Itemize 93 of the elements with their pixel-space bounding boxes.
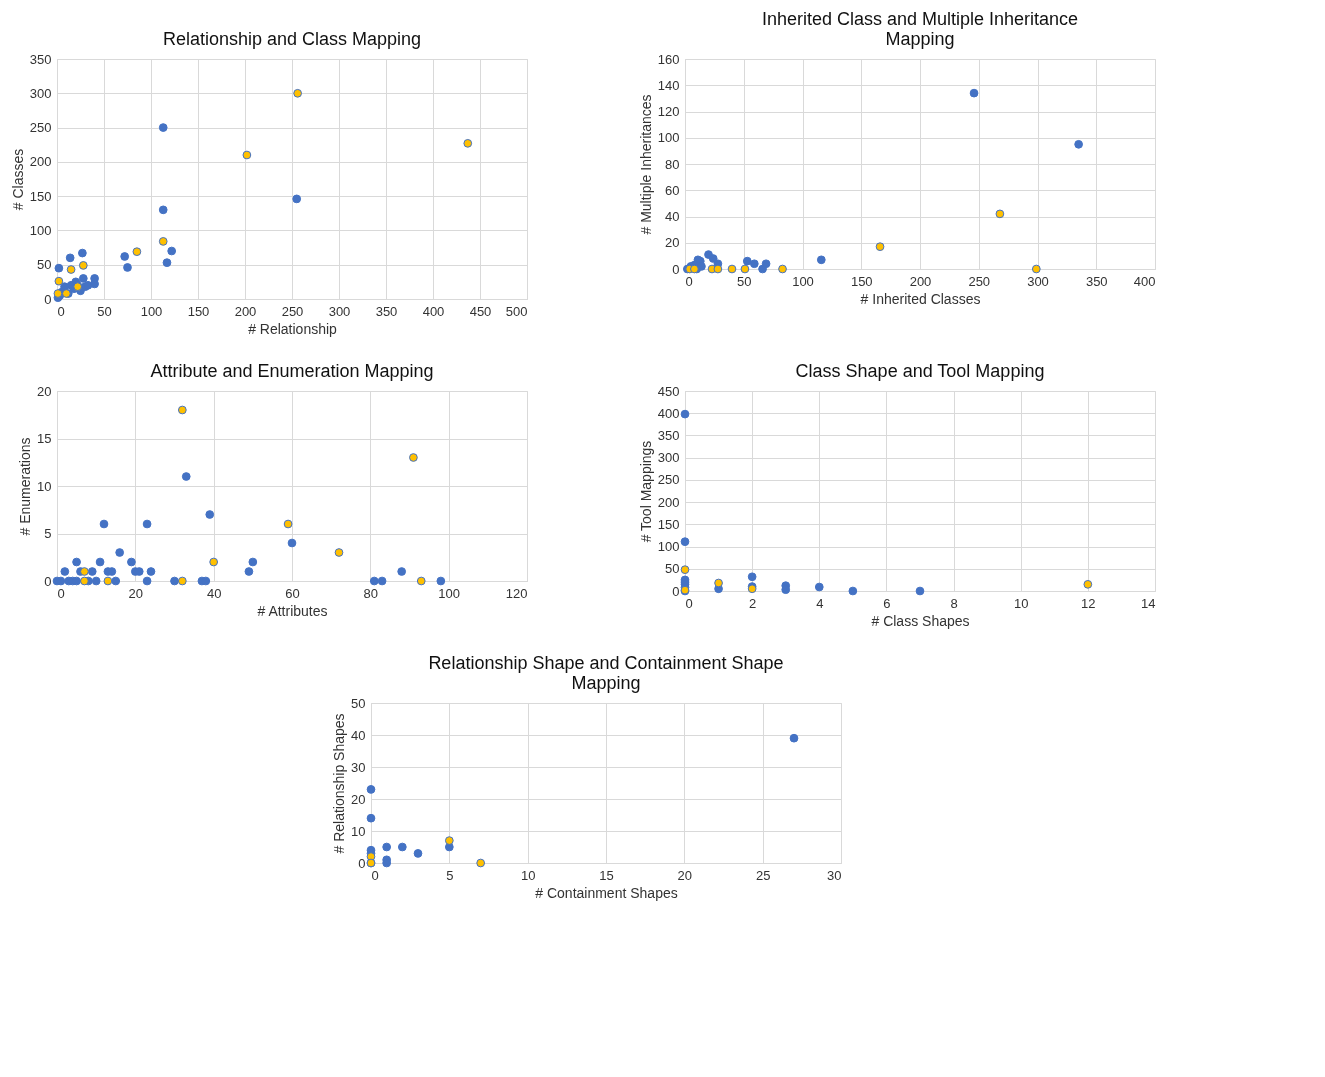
y-axis-title: # Tool Mappings xyxy=(637,440,654,543)
y-tick-label: 250 xyxy=(657,472,680,488)
x-tick-label: 450 xyxy=(469,303,492,319)
y-tick-label: 10 xyxy=(37,478,52,494)
x-tick-label: 25 xyxy=(755,867,771,883)
chart-title: Attribute and Enumeration Mapping xyxy=(150,361,434,381)
x-axis-title: # Containment Shapes xyxy=(535,884,678,901)
y-tick-label: 250 xyxy=(29,120,52,136)
y-tick-label: 350 xyxy=(657,427,680,443)
x-axis-title: # Attributes xyxy=(257,602,328,619)
x-tick-label: 500 xyxy=(505,303,528,319)
x-tick-label: 300 xyxy=(1027,273,1049,289)
x-tick-label: 2 xyxy=(749,595,757,611)
y-tick-label: 15 xyxy=(37,431,52,446)
chart-title: Class Shape and Tool Mapping xyxy=(795,361,1045,381)
x-tick-label: 150 xyxy=(187,303,210,319)
y-tick-label: 200 xyxy=(657,494,680,510)
y-tick-label: 60 xyxy=(665,182,680,198)
y-tick-label: 300 xyxy=(29,85,52,101)
y-tick-label: 450 xyxy=(657,383,680,399)
y-tick-label: 150 xyxy=(29,188,52,204)
y-tick-label: 20 xyxy=(351,791,366,807)
x-tick-label: 8 xyxy=(950,595,958,611)
x-tick-label: 14 xyxy=(1141,595,1156,611)
y-axis-title: # Multiple Inheritances xyxy=(637,94,654,235)
x-tick-label: 400 xyxy=(422,303,445,319)
y-tick-label: 20 xyxy=(665,235,680,251)
x-tick-label: 100 xyxy=(140,303,163,319)
x-tick-label: 100 xyxy=(792,273,814,289)
y-axis-title: # Classes xyxy=(9,148,26,211)
x-tick-label: 200 xyxy=(234,303,257,319)
x-axis-title: # Relationship xyxy=(248,320,338,337)
x-tick-label: 10 xyxy=(520,867,536,883)
x-tick-label: 300 xyxy=(328,303,351,319)
y-tick-label: 50 xyxy=(351,695,366,711)
y-tick-label: 10 xyxy=(351,823,366,839)
chart-title: Inherited Class and Multiple Inheritance Mapping xyxy=(761,9,1079,49)
y-tick-label: 20 xyxy=(37,383,52,399)
y-tick-label: 40 xyxy=(665,209,680,224)
y-tick-label: 400 xyxy=(657,405,680,421)
x-tick-label: 350 xyxy=(1085,273,1108,289)
y-tick-label: 50 xyxy=(665,561,680,577)
x-tick-label: 50 xyxy=(97,303,112,319)
y-tick-label: 0 xyxy=(44,291,52,307)
y-axis-title: # Relationship Shapes xyxy=(331,713,348,854)
y-tick-label: 50 xyxy=(37,257,52,273)
chart-title: Relationship Shape and Containment Shape Mapping xyxy=(428,653,784,693)
x-tick-label: 100 xyxy=(438,585,461,601)
y-axis-title: # Enumerations xyxy=(17,437,34,536)
x-tick-label: 250 xyxy=(281,303,304,319)
x-tick-label: 250 xyxy=(968,273,991,289)
x-tick-label: 50 xyxy=(737,273,752,289)
x-tick-label: 15 xyxy=(599,867,614,883)
x-tick-label: 200 xyxy=(909,273,932,289)
x-tick-label: 0 xyxy=(371,867,379,883)
x-tick-label: 40 xyxy=(206,585,222,601)
y-tick-label: 40 xyxy=(351,727,366,743)
x-tick-label: 120 xyxy=(505,585,528,601)
x-tick-label: 60 xyxy=(285,585,300,601)
y-tick-label: 0 xyxy=(672,261,680,277)
x-tick-label: 6 xyxy=(883,595,891,611)
x-tick-label: 4 xyxy=(816,595,824,611)
y-tick-label: 350 xyxy=(29,51,52,67)
y-tick-label: 300 xyxy=(657,450,680,466)
x-tick-label: 5 xyxy=(446,867,454,883)
x-tick-label: 30 xyxy=(827,867,842,883)
x-tick-label: 0 xyxy=(57,585,65,601)
x-tick-label: 0 xyxy=(685,273,693,289)
y-tick-label: 5 xyxy=(44,526,52,541)
x-tick-label: 80 xyxy=(363,585,379,601)
x-tick-label: 20 xyxy=(128,585,144,601)
x-tick-label: 0 xyxy=(57,303,65,319)
chart-title: Relationship and Class Mapping xyxy=(162,29,422,49)
y-tick-label: 100 xyxy=(657,130,680,146)
y-tick-label: 140 xyxy=(657,77,680,93)
y-tick-label: 120 xyxy=(657,104,680,119)
x-axis-title: # Class Shapes xyxy=(871,612,970,629)
y-tick-label: 80 xyxy=(665,156,680,172)
y-tick-label: 100 xyxy=(657,539,680,555)
y-tick-label: 100 xyxy=(29,222,52,238)
x-axis-title: # Inherited Classes xyxy=(860,290,981,307)
y-tick-label: 160 xyxy=(657,51,680,67)
y-tick-label: 150 xyxy=(657,516,680,532)
x-tick-label: 0 xyxy=(685,595,693,611)
x-tick-label: 400 xyxy=(1133,273,1156,289)
y-tick-label: 200 xyxy=(29,154,52,170)
y-tick-label: 0 xyxy=(44,573,52,589)
x-tick-label: 12 xyxy=(1081,595,1096,611)
y-tick-label: 0 xyxy=(358,855,366,871)
x-tick-label: 10 xyxy=(1013,595,1029,611)
y-tick-label: 30 xyxy=(351,759,366,775)
x-tick-label: 150 xyxy=(850,273,873,289)
x-tick-label: 350 xyxy=(375,303,398,319)
